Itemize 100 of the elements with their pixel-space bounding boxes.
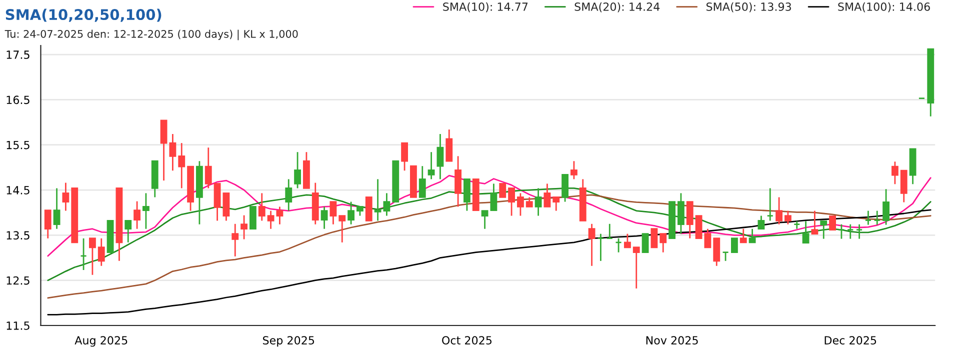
candlestick (418, 165, 426, 198)
candlestick (730, 238, 738, 254)
candlestick (615, 238, 622, 254)
candlestick (267, 210, 274, 230)
legend-label: SMA(100): 14.06 (838, 2, 930, 12)
candlestick (232, 223, 239, 258)
candlestick (80, 238, 87, 271)
candlestick (383, 192, 390, 216)
y-tick-label: 16.5 (6, 96, 30, 104)
y-tick-label: 17.5 (6, 50, 30, 59)
candlestick (98, 238, 105, 267)
candlestick (802, 220, 810, 244)
candlestick (436, 133, 444, 180)
candlestick (660, 233, 667, 254)
candlestick (490, 183, 498, 212)
legend-label: SMA(50): 13.93 (706, 2, 791, 12)
candlestick (704, 228, 712, 248)
candlestick (374, 178, 382, 222)
candlestick (428, 151, 435, 180)
y-tick-label: 13.5 (6, 231, 30, 240)
candlestick (900, 170, 908, 203)
candlestick (348, 201, 354, 226)
candlestick (249, 206, 256, 230)
candlestick (695, 215, 702, 240)
y-tick-label: 15.5 (6, 140, 30, 150)
candlestick (88, 238, 96, 276)
candlestick (570, 160, 578, 180)
candlestick (62, 182, 70, 212)
candlestick (258, 192, 266, 222)
candlestick (552, 196, 560, 212)
candlestick (330, 201, 337, 226)
candlestick (481, 210, 488, 230)
x-tick-label: Sep 2025 (262, 336, 314, 347)
y-tick-label: 14.5 (6, 186, 30, 194)
chart-title: SMA(10,20,50,100) (6, 8, 162, 22)
candlestick (624, 233, 631, 248)
candlestick (134, 200, 140, 230)
candlestick (526, 196, 533, 208)
candlestick (829, 216, 836, 230)
candlestick (516, 192, 524, 216)
candlestick (160, 120, 168, 182)
candlestick (748, 228, 756, 244)
candlestick (597, 233, 604, 262)
candlestick (838, 224, 845, 240)
candlestick (776, 196, 782, 226)
candlestick (463, 178, 470, 212)
candlestick (784, 210, 792, 226)
candlestick (820, 220, 828, 240)
y-tick-label: 11.5 (6, 322, 30, 330)
candlestick (686, 201, 694, 240)
candlestick (891, 160, 898, 185)
candlestick (124, 220, 132, 244)
candlestick (44, 210, 52, 240)
candlestick (856, 224, 863, 240)
candlestick (846, 224, 854, 240)
candlestick (178, 142, 186, 189)
candlestick (454, 155, 462, 208)
candlestick (811, 210, 818, 235)
candlestick (338, 215, 346, 244)
candlestick (285, 178, 292, 212)
candlestick (882, 188, 890, 226)
candlestick (142, 192, 150, 230)
candlestick (534, 188, 542, 216)
candlestick (758, 215, 765, 230)
chart-subtitle: Tu: 24-07-2025 den: 12-12-2025 (100 days) | KL x 1,000 (4, 30, 298, 40)
x-tick-label: Dec 2025 (824, 336, 876, 345)
candlestick (499, 183, 506, 198)
candlestick (740, 228, 747, 244)
legend-label: SMA(10): 14.77 (443, 2, 528, 12)
y-tick-label: 12.5 (6, 276, 30, 285)
candlestick (508, 188, 515, 216)
x-tick-label: Oct 2025 (442, 336, 492, 345)
candlestick (294, 151, 301, 189)
candlestick (446, 128, 453, 162)
candlestick (588, 223, 596, 267)
candlestick (864, 210, 872, 226)
candlestick (401, 142, 408, 172)
candlestick (650, 228, 658, 248)
candlestick (276, 206, 284, 226)
candlestick (222, 192, 230, 222)
x-tick-label: Nov 2025 (646, 336, 698, 345)
candlestick (53, 188, 60, 230)
candlestick (874, 210, 881, 226)
x-tick-label: Aug 2025 (74, 336, 128, 347)
candlestick (214, 183, 221, 222)
candlestick (766, 188, 774, 222)
candlestick (365, 196, 372, 222)
candlestick (793, 220, 800, 230)
candlestick (642, 233, 649, 254)
candlestick (544, 183, 551, 208)
candlestick (562, 174, 568, 202)
candlestick (169, 133, 176, 172)
legend-label: SMA(20): 14.24 (574, 2, 660, 12)
candlestick (320, 206, 328, 230)
candlestick (677, 192, 684, 235)
candlestick (632, 246, 640, 290)
candlestick (713, 238, 720, 267)
candlestick (204, 146, 212, 189)
candlestick (240, 214, 248, 240)
candlestick (606, 223, 614, 240)
